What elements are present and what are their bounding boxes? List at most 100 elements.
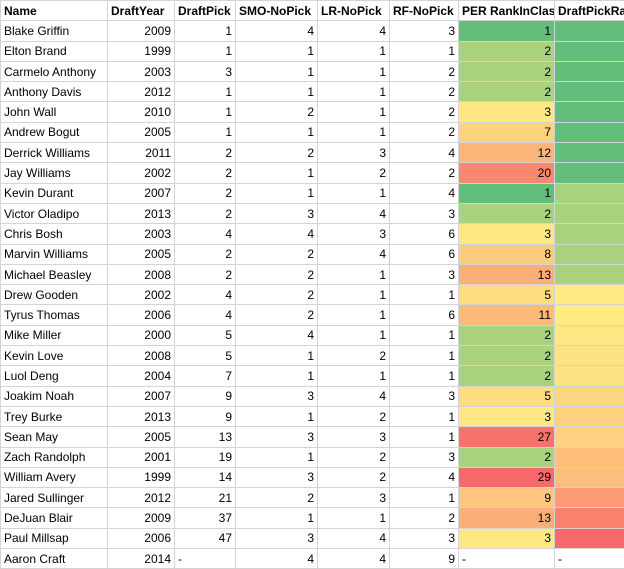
cell-draft-year[interactable]: 2003 <box>108 61 175 81</box>
cell-per-rank[interactable]: 3 <box>459 528 555 548</box>
cell-draft-pick[interactable]: 47 <box>175 528 236 548</box>
cell-draft-year[interactable]: 2011 <box>108 143 175 163</box>
cell-draft-pick-rank[interactable]: 3 <box>555 305 624 325</box>
cell-lr-nopick[interactable]: 1 <box>318 102 390 122</box>
cell-per-rank[interactable]: 5 <box>459 386 555 406</box>
cell-draft-pick[interactable]: 37 <box>175 508 236 528</box>
cell-smo-nopick[interactable]: 3 <box>236 467 318 487</box>
cell-draft-pick[interactable]: 19 <box>175 447 236 467</box>
cell-smo-nopick[interactable]: 1 <box>236 163 318 183</box>
cell-draft-pick-rank[interactable]: 1 <box>555 122 624 142</box>
cell-per-rank[interactable]: 29 <box>459 467 555 487</box>
cell-smo-nopick[interactable]: 1 <box>236 447 318 467</box>
cell-smo-nopick[interactable]: 3 <box>236 203 318 223</box>
cell-draft-pick[interactable]: 1 <box>175 82 236 102</box>
cell-draft-pick-rank[interactable]: 5 <box>555 366 624 386</box>
cell-name[interactable]: Victor Oladipo <box>1 203 108 223</box>
cell-draft-pick[interactable]: 4 <box>175 224 236 244</box>
cell-smo-nopick[interactable]: 2 <box>236 244 318 264</box>
cell-rf-nopick[interactable]: 1 <box>390 325 459 345</box>
cell-name[interactable]: Tyrus Thomas <box>1 305 108 325</box>
cell-lr-nopick[interactable]: 1 <box>318 183 390 203</box>
cell-smo-nopick[interactable]: 4 <box>236 325 318 345</box>
cell-smo-nopick[interactable]: 1 <box>236 183 318 203</box>
cell-rf-nopick[interactable]: 1 <box>390 366 459 386</box>
cell-draft-pick-rank[interactable]: 12 <box>555 447 624 467</box>
cell-draft-pick[interactable]: 1 <box>175 122 236 142</box>
cell-draft-year[interactable]: 2009 <box>108 508 175 528</box>
cell-draft-year[interactable]: 2007 <box>108 386 175 406</box>
cell-draft-year[interactable]: 2002 <box>108 163 175 183</box>
cell-per-rank[interactable]: 7 <box>459 122 555 142</box>
cell-lr-nopick[interactable]: 2 <box>318 406 390 426</box>
cell-rf-nopick[interactable]: 6 <box>390 305 459 325</box>
cell-draft-year[interactable]: 2008 <box>108 264 175 284</box>
cell-rf-nopick[interactable]: 3 <box>390 203 459 223</box>
cell-draft-pick[interactable]: 1 <box>175 41 236 61</box>
cell-draft-pick[interactable]: 2 <box>175 244 236 264</box>
cell-rf-nopick[interactable]: 1 <box>390 346 459 366</box>
cell-rf-nopick[interactable]: 6 <box>390 244 459 264</box>
cell-lr-nopick[interactable]: 2 <box>318 467 390 487</box>
cell-draft-pick-rank[interactable]: - <box>555 549 624 569</box>
cell-rf-nopick[interactable]: 1 <box>390 41 459 61</box>
cell-name[interactable]: DeJuan Blair <box>1 508 108 528</box>
cell-rf-nopick[interactable]: 4 <box>390 467 459 487</box>
cell-lr-nopick[interactable]: 1 <box>318 285 390 305</box>
cell-draft-year[interactable]: 1999 <box>108 41 175 61</box>
cell-lr-nopick[interactable]: 2 <box>318 163 390 183</box>
cell-lr-nopick[interactable]: 1 <box>318 41 390 61</box>
cell-lr-nopick[interactable]: 1 <box>318 82 390 102</box>
cell-draft-pick-rank[interactable]: 9 <box>555 406 624 426</box>
cell-smo-nopick[interactable]: 2 <box>236 285 318 305</box>
cell-draft-pick[interactable]: - <box>175 549 236 569</box>
cell-rf-nopick[interactable]: 3 <box>390 447 459 467</box>
cell-draft-pick-rank[interactable]: 5 <box>555 346 624 366</box>
cell-draft-pick-rank[interactable]: 2 <box>555 183 624 203</box>
cell-draft-year[interactable]: 2007 <box>108 183 175 203</box>
cell-lr-nopick[interactable]: 4 <box>318 528 390 548</box>
cell-draft-year[interactable]: 2002 <box>108 285 175 305</box>
cell-rf-nopick[interactable]: 3 <box>390 528 459 548</box>
column-header-lr-nopick[interactable]: LR-NoPick <box>318 1 390 21</box>
cell-per-rank[interactable]: 9 <box>459 488 555 508</box>
cell-smo-nopick[interactable]: 1 <box>236 122 318 142</box>
cell-rf-nopick[interactable]: 4 <box>390 183 459 203</box>
cell-rf-nopick[interactable]: 4 <box>390 143 459 163</box>
cell-draft-pick[interactable]: 1 <box>175 21 236 41</box>
cell-per-rank[interactable]: 13 <box>459 508 555 528</box>
cell-smo-nopick[interactable]: 1 <box>236 366 318 386</box>
cell-smo-nopick[interactable]: 2 <box>236 102 318 122</box>
cell-draft-year[interactable]: 2014 <box>108 549 175 569</box>
cell-smo-nopick[interactable]: 4 <box>236 224 318 244</box>
cell-draft-year[interactable]: 2010 <box>108 102 175 122</box>
cell-lr-nopick[interactable]: 1 <box>318 325 390 345</box>
cell-lr-nopick[interactable]: 1 <box>318 305 390 325</box>
cell-draft-pick[interactable]: 2 <box>175 203 236 223</box>
cell-draft-year[interactable]: 2008 <box>108 346 175 366</box>
cell-draft-year[interactable]: 2006 <box>108 528 175 548</box>
cell-draft-pick-rank[interactable]: 1 <box>555 102 624 122</box>
cell-draft-pick[interactable]: 13 <box>175 427 236 447</box>
cell-name[interactable]: Chris Bosh <box>1 224 108 244</box>
cell-draft-year[interactable]: 2005 <box>108 244 175 264</box>
cell-per-rank[interactable]: 5 <box>459 285 555 305</box>
cell-draft-pick-rank[interactable]: 4 <box>555 325 624 345</box>
cell-draft-pick[interactable]: 2 <box>175 143 236 163</box>
cell-draft-pick-rank[interactable]: 29 <box>555 508 624 528</box>
cell-name[interactable]: Sean May <box>1 427 108 447</box>
cell-per-rank[interactable]: 2 <box>459 346 555 366</box>
cell-rf-nopick[interactable]: 1 <box>390 488 459 508</box>
cell-lr-nopick[interactable]: 1 <box>318 508 390 528</box>
cell-draft-year[interactable]: 2003 <box>108 224 175 244</box>
cell-rf-nopick[interactable]: 3 <box>390 21 459 41</box>
cell-draft-pick[interactable]: 4 <box>175 305 236 325</box>
cell-name[interactable]: Marvin Williams <box>1 244 108 264</box>
cell-draft-pick-rank[interactable]: 8 <box>555 386 624 406</box>
cell-draft-year[interactable]: 2006 <box>108 305 175 325</box>
cell-draft-year[interactable]: 2013 <box>108 203 175 223</box>
cell-lr-nopick[interactable]: 1 <box>318 264 390 284</box>
cell-per-rank[interactable]: 11 <box>459 305 555 325</box>
cell-draft-year[interactable]: 2004 <box>108 366 175 386</box>
cell-draft-pick-rank[interactable]: 36 <box>555 528 624 548</box>
